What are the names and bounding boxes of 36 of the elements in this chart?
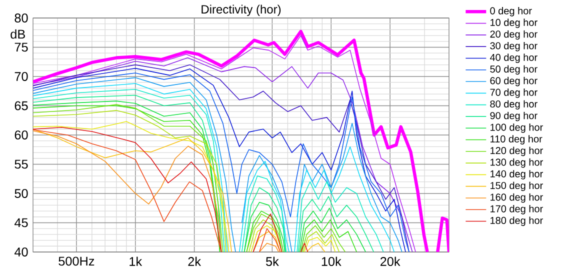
legend-label: 180 deg hor xyxy=(490,216,543,226)
x-tick-label: 10k xyxy=(322,256,342,266)
legend-label: 120 deg hor xyxy=(490,146,543,156)
legend-label: 90 deg hor xyxy=(490,112,538,122)
y-tick-label: 65 xyxy=(14,101,28,110)
legend-label: 160 deg hor xyxy=(490,193,543,203)
legend-label: 20 deg hor xyxy=(490,30,538,40)
y-tick-label: 40 xyxy=(14,248,28,256)
legend-label: 30 deg hor xyxy=(490,42,538,52)
legend-label: 100 deg hor xyxy=(490,123,543,133)
legend-label: 140 deg hor xyxy=(490,170,543,180)
legend-label: 60 deg hor xyxy=(490,76,538,86)
x-tick-label: 1k xyxy=(130,256,142,266)
x-tick-label: 2k xyxy=(188,256,202,266)
x-tick-label: 500Hz xyxy=(58,256,94,266)
legend-label: 50 deg hor xyxy=(490,65,538,75)
y-tick-label: 60 xyxy=(14,130,28,140)
legend-label: 40 deg hor xyxy=(490,54,538,63)
legend-label: 150 deg hor xyxy=(490,182,543,192)
legend-label: 110 deg hor xyxy=(490,135,542,144)
legend-label: 170 deg hor xyxy=(490,205,543,214)
y-tick-label: 75 xyxy=(14,42,28,52)
legend-label: 10 deg hor xyxy=(490,18,538,28)
legend-label: 130 deg hor xyxy=(490,158,543,168)
y-tick-label: 80 xyxy=(14,14,28,22)
x-tick-label: 5k xyxy=(266,256,279,266)
legend-label: 0 deg hor xyxy=(490,7,532,16)
legend-label: 80 deg hor xyxy=(490,100,538,110)
chart-title: Directivity (hor) xyxy=(202,4,281,16)
y-tick-label: 45 xyxy=(14,218,28,228)
x-tick-label: 20k xyxy=(380,256,400,266)
y-tick-label: 70 xyxy=(14,72,28,81)
y-tick-label: 55 xyxy=(14,160,28,169)
y-axis-title: dB xyxy=(10,29,25,39)
legend-label: 70 deg hor xyxy=(490,88,538,98)
y-tick-label: 50 xyxy=(14,189,28,198)
